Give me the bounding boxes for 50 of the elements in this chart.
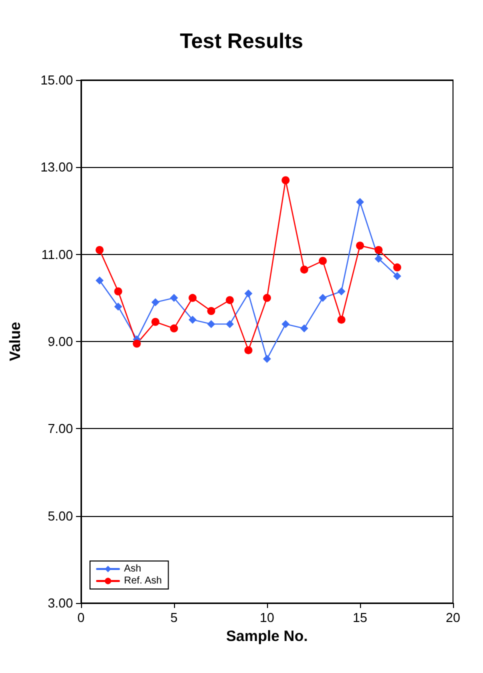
x-tick-label: 20 [446, 610, 460, 625]
point [151, 318, 160, 326]
point [263, 354, 271, 363]
y-tick-label: 13.00 [40, 160, 73, 175]
point [188, 294, 197, 302]
y-tick-label: 3.00 [48, 596, 73, 610]
point [96, 276, 104, 284]
point [226, 320, 234, 328]
point [114, 302, 122, 311]
legend-label: Ash [124, 564, 142, 574]
x-tick-label: 5 [170, 610, 178, 625]
point [244, 290, 252, 298]
chart-title: Test Results [180, 30, 304, 53]
x-tick-label: 15 [352, 610, 368, 625]
point [356, 198, 364, 206]
y-tick-label: 11.00 [41, 246, 73, 262]
point [114, 287, 122, 296]
point [244, 346, 252, 354]
y-tick-label: 7.00 [48, 421, 73, 436]
legend-label: Ref. Ash [124, 576, 162, 586]
x-tick-label: 10 [260, 610, 274, 625]
point [226, 296, 234, 304]
point [207, 320, 216, 328]
x-tick-label: 0 [77, 610, 85, 625]
point [263, 294, 271, 302]
point [393, 272, 402, 280]
point [337, 316, 346, 324]
y-tick-label: 15.00 [40, 72, 73, 88]
point [374, 254, 383, 263]
y-tick-label: 9.00 [48, 334, 73, 349]
point [170, 294, 178, 302]
point [282, 320, 290, 328]
point [356, 242, 364, 250]
point [132, 340, 141, 348]
point [318, 294, 327, 302]
y-axis-title: Value [7, 322, 24, 362]
x-axis-title: Sample No. [226, 628, 308, 645]
point [188, 316, 197, 324]
y-tick-label: 5.00 [48, 508, 73, 524]
point [170, 324, 178, 332]
point [300, 324, 308, 332]
point [318, 256, 327, 265]
point [393, 263, 402, 272]
point [282, 176, 290, 184]
point [207, 306, 216, 315]
point [374, 246, 383, 254]
point [300, 266, 308, 274]
point [96, 246, 104, 254]
point [337, 287, 346, 296]
point [151, 298, 160, 306]
